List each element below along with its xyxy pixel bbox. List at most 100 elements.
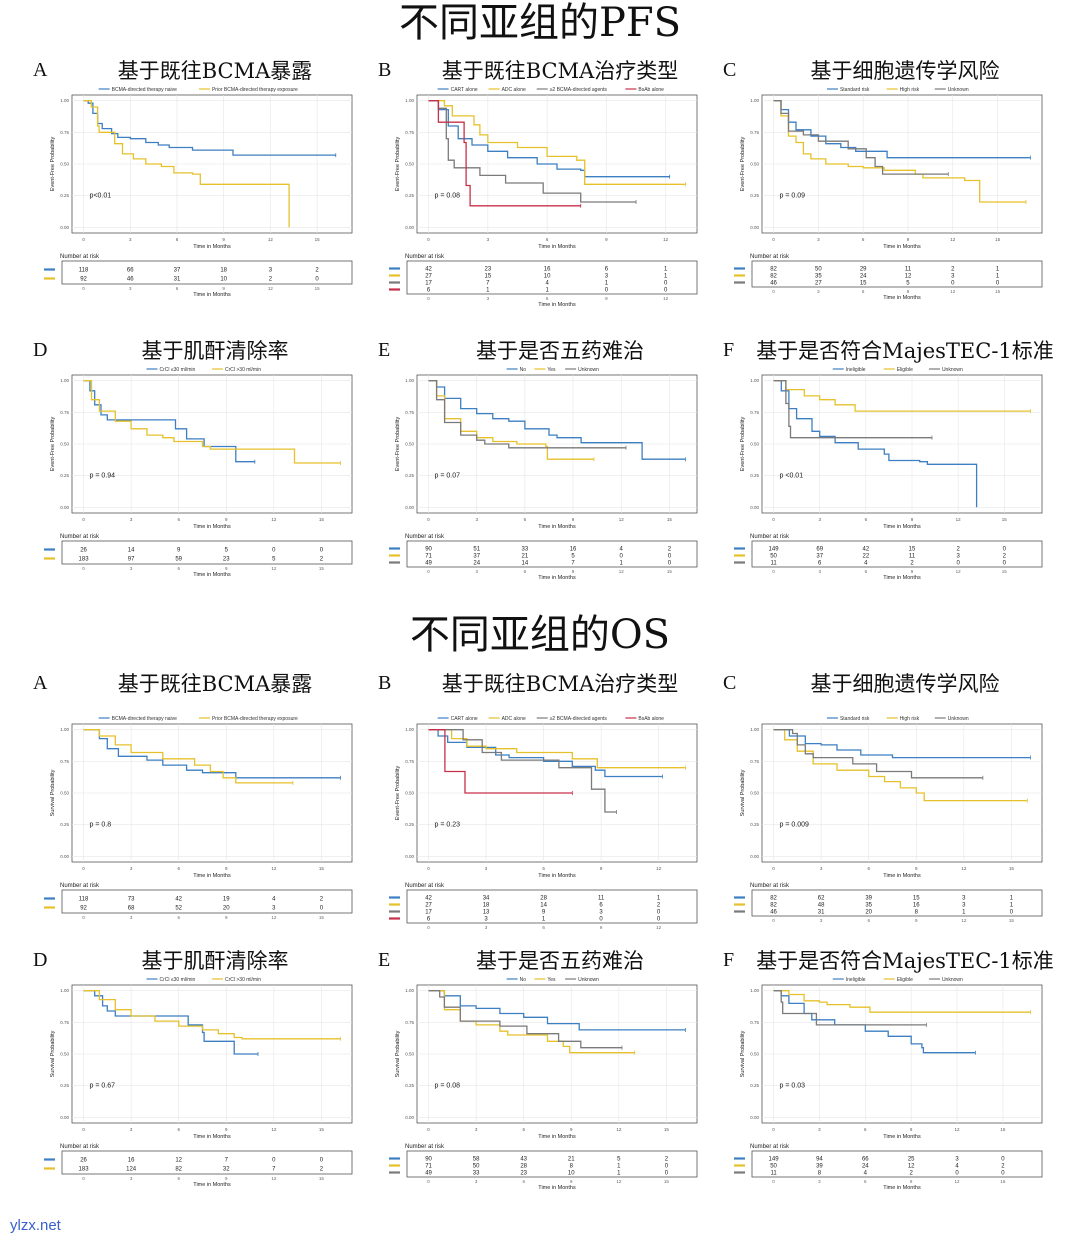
km-curve-3 [773, 100, 949, 175]
risk-count: 42 [425, 896, 432, 902]
y-tick-label: 0.75 [405, 410, 414, 415]
risk-count: 50 [770, 1164, 777, 1170]
y-tick-label: 0.00 [750, 854, 759, 859]
legend-item: ADC alone [488, 87, 526, 93]
km-panel-pfs-e: E 基于是否五药难治 No Yes Unknown 0.00 0.25 0.50 0.75 1.0… [375, 335, 720, 610]
risk-count: 5 [617, 1157, 621, 1163]
risk-count: 32 [223, 1167, 230, 1173]
panel-title: 基于细胞遗传学风险 [810, 59, 1000, 83]
km-curve-1 [83, 729, 341, 779]
km-curve-2 [773, 100, 1026, 203]
risk-count: 4 [545, 281, 549, 287]
risk-count: 1 [657, 896, 661, 902]
legend: BCMA-directed therapy naive Prior BCMA-di… [98, 716, 298, 722]
risk-table-title: Number at risk [750, 534, 790, 540]
km-curve-3 [428, 380, 626, 449]
x-tick-label: 6 [177, 1127, 180, 1132]
risk-count: 28 [520, 1164, 527, 1170]
risk-count: 1 [605, 281, 609, 287]
legend-item: Eligible [883, 367, 913, 373]
risk-count: 66 [127, 268, 134, 274]
km-chart: CrCl ≤30 ml/min CrCl >30 ml/min 0.00 0.25 0.… [44, 977, 353, 1188]
risk-time-label: 3 [818, 569, 821, 574]
risk-count: 19 [223, 897, 230, 903]
km-curve-1 [83, 380, 255, 463]
y-tick-label: 0.25 [750, 1083, 759, 1088]
risk-time-label: 15 [1000, 1179, 1006, 1184]
legend: Ineligible Eligible Unknown [832, 977, 963, 983]
risk-time-label: 6 [542, 925, 545, 930]
risk-count: 0 [1003, 561, 1007, 567]
km-chart: Standard risk High risk Unknown 0.00 0.25 0.5… [734, 87, 1043, 301]
risk-count: 0 [599, 917, 603, 923]
x-axis-label: Time in Months [883, 524, 921, 530]
p-value: p = 0.07 [435, 473, 461, 480]
x-tick-label: 0 [427, 1127, 430, 1132]
legend-label: CrCl ≤30 ml/min [160, 367, 196, 373]
risk-count: 17 [425, 910, 432, 916]
risk-count: 1 [620, 561, 624, 567]
x-tick-label: 3 [818, 1127, 821, 1132]
km-panel-pfs-f: F 基于是否符合MajesTEC-1标准 Ineligible Eligible Unk… [720, 335, 1065, 610]
risk-count: 0 [668, 554, 672, 560]
x-tick-label: 12 [961, 866, 967, 871]
y-axis-label: Survival Probability [50, 1030, 56, 1077]
x-tick-label: 15 [319, 517, 325, 522]
legend-label: ADC alone [502, 87, 526, 93]
risk-count: 1 [1010, 896, 1014, 902]
y-tick-label: 0.00 [750, 225, 759, 230]
legend-item: Yes [534, 977, 556, 983]
legend-item: ≥2 BCMA-directed agents [536, 716, 607, 722]
risk-count: 11 [909, 554, 916, 560]
p-value: p = 0.67 [90, 1083, 116, 1090]
panel-title: 基于既往BCMA暴露 [117, 59, 313, 83]
legend-item: CART alone [437, 87, 478, 93]
y-axis-label: Event-Free Probability [395, 766, 401, 821]
legend: CrCl ≤30 ml/min CrCl >30 ml/min [146, 367, 261, 373]
y-tick-label: 1.00 [60, 378, 69, 383]
risk-time-label: 3 [487, 296, 490, 301]
risk-time-label: 9 [915, 918, 918, 923]
x-tick-label: 9 [222, 237, 225, 242]
y-tick-label: 0.25 [405, 193, 414, 198]
risk-count: 82 [175, 1167, 182, 1173]
risk-count: 26 [80, 548, 87, 554]
risk-time-label: 9 [907, 289, 910, 294]
legend: Standard risk High risk Unknown [826, 87, 969, 93]
risk-count: 2 [320, 897, 324, 903]
risk-count: 92 [80, 906, 87, 912]
x-tick-label: 3 [130, 866, 133, 871]
x-tick-label: 15 [315, 237, 321, 242]
risk-count: 11 [770, 1171, 777, 1177]
panel-title: 基于既往BCMA治疗类型 [441, 672, 679, 696]
x-axis-label: Time in Months [883, 873, 921, 879]
y-tick-label: 0.25 [60, 193, 69, 198]
risk-time-label: 12 [950, 289, 956, 294]
x-tick-label: 3 [487, 237, 490, 242]
risk-time-label: 3 [817, 289, 820, 294]
risk-count: 4 [955, 1164, 959, 1170]
risk-count: 0 [1001, 1171, 1005, 1177]
p-value: p = 0.23 [435, 822, 461, 829]
risk-time-label: 0 [82, 915, 85, 920]
risk-count: 0 [315, 277, 319, 283]
x-tick-label: 3 [485, 866, 488, 871]
x-tick-label: 3 [475, 1127, 478, 1132]
risk-count: 24 [860, 274, 867, 280]
risk-x-label: Time in Months [883, 295, 921, 301]
p-value: p = 0.08 [435, 193, 461, 200]
risk-count: 0 [1003, 547, 1007, 553]
legend-item: High risk [886, 87, 920, 93]
panel-letter: B [378, 59, 392, 81]
risk-count: 6 [605, 267, 609, 273]
risk-table [751, 540, 1043, 568]
risk-count: 0 [272, 1158, 276, 1164]
y-tick-label: 0.75 [750, 1020, 759, 1025]
legend-label: Unknown [948, 716, 969, 722]
risk-count: 6 [427, 288, 431, 294]
y-tick-label: 0.25 [405, 1083, 414, 1088]
legend-item: Ineligible [832, 977, 866, 983]
km-curve-1 [428, 990, 686, 1031]
y-tick-label: 0.00 [60, 854, 69, 859]
